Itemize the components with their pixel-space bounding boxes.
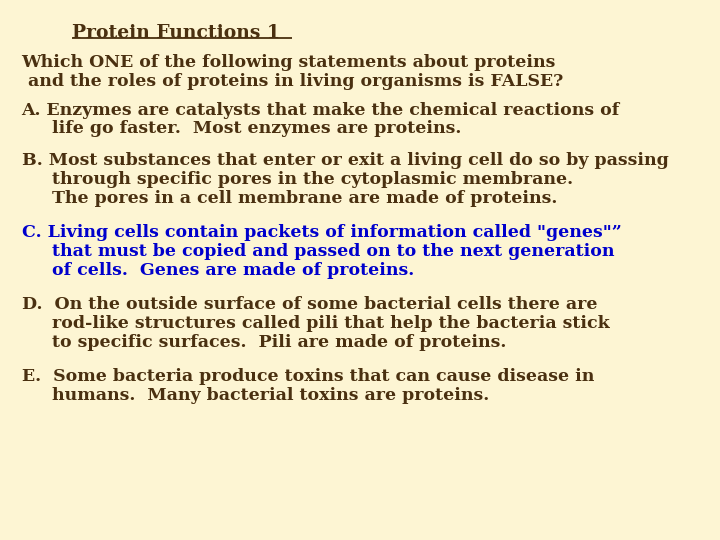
Text: E.  Some bacteria produce toxins that can cause disease in: E. Some bacteria produce toxins that can… [22, 368, 594, 385]
Text: rod-like structures called pili that help the bacteria stick: rod-like structures called pili that hel… [22, 315, 609, 332]
Text: humans.  Many bacterial toxins are proteins.: humans. Many bacterial toxins are protei… [22, 387, 489, 404]
Text: C. Living cells contain packets of information called "genes"”: C. Living cells contain packets of infor… [22, 224, 621, 241]
Text: Which ONE of the following statements about proteins: Which ONE of the following statements ab… [22, 54, 556, 71]
Text: and the roles of proteins in living organisms is FALSE?: and the roles of proteins in living orga… [22, 73, 563, 90]
Text: Protein Functions 1: Protein Functions 1 [72, 24, 280, 42]
Text: B. Most substances that enter or exit a living cell do so by passing: B. Most substances that enter or exit a … [22, 152, 668, 169]
Text: that must be copied and passed on to the next generation: that must be copied and passed on to the… [22, 243, 614, 260]
Text: through specific pores in the cytoplasmic membrane.: through specific pores in the cytoplasmi… [22, 171, 572, 188]
Text: A. Enzymes are catalysts that make the chemical reactions of: A. Enzymes are catalysts that make the c… [22, 102, 620, 118]
Text: of cells.  Genes are made of proteins.: of cells. Genes are made of proteins. [22, 262, 414, 279]
Text: to specific surfaces.  Pili are made of proteins.: to specific surfaces. Pili are made of p… [22, 334, 506, 350]
Text: D.  On the outside surface of some bacterial cells there are: D. On the outside surface of some bacter… [22, 296, 597, 313]
Text: life go faster.  Most enzymes are proteins.: life go faster. Most enzymes are protein… [22, 120, 461, 137]
Text: The pores in a cell membrane are made of proteins.: The pores in a cell membrane are made of… [22, 190, 557, 207]
